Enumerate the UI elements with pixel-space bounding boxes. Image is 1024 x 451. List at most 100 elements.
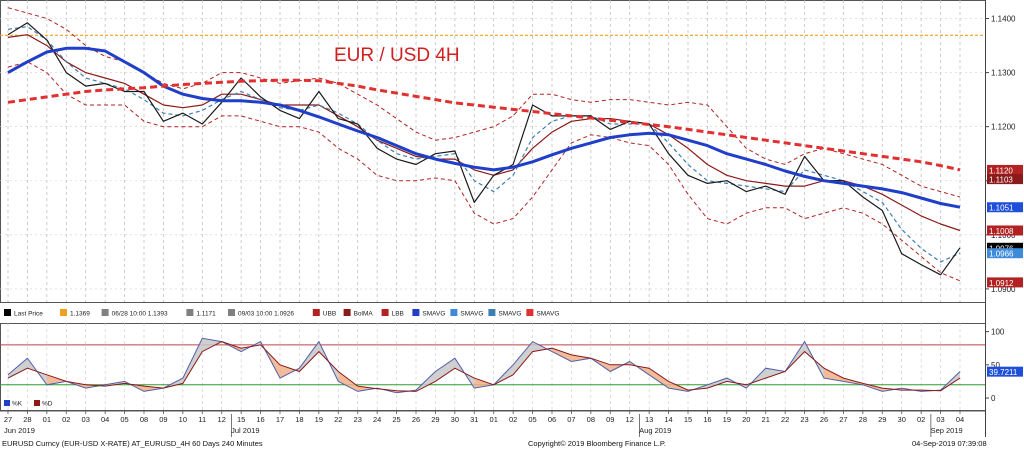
x-tick-label: 16: [703, 415, 711, 424]
x-tick-label: 23: [800, 415, 808, 424]
y-tick-label: 1.0900: [991, 285, 1016, 294]
x-tick-label: 29: [431, 415, 439, 424]
x-tick-label: 15: [684, 415, 692, 424]
x-tick-label: 09: [159, 415, 167, 424]
x-tick-label: 31: [470, 415, 478, 424]
legend-label: SMAVG: [536, 311, 559, 318]
x-tick-label: 10: [179, 415, 187, 424]
osc-value-tag: [987, 366, 1023, 377]
x-tick-label: 04: [956, 415, 964, 424]
x-tick-label: 24: [373, 415, 381, 424]
x-tick-label: 06: [548, 415, 556, 424]
x-tick-label: 05: [120, 415, 128, 424]
x-tick-label: 09: [606, 415, 614, 424]
osc-fill: [707, 378, 727, 389]
series-smavg-medium: [7, 46, 961, 209]
legend-swatch: [488, 309, 496, 316]
chart-svg: 1.14001.13001.12001.11001.10001.0900EUR …: [0, 0, 1024, 438]
x-tick-label: 01: [43, 415, 51, 424]
x-tick-label: 08: [587, 415, 595, 424]
y-tick-label: 1.1400: [991, 15, 1016, 24]
footer-timestamp: 04-Sep-2019 07:39:08: [912, 439, 987, 448]
x-tick-label: 26: [412, 415, 420, 424]
legend-label: Last Price: [14, 311, 43, 318]
osc-y-tick-label: 0: [991, 394, 996, 403]
x-tick-label: 14: [664, 415, 672, 424]
x-tick-label: 21: [762, 415, 770, 424]
x-tick-label: 08: [140, 415, 148, 424]
x-tick-label: 17: [276, 415, 284, 424]
osc-fill: [824, 368, 844, 382]
x-tick-label: 19: [315, 415, 323, 424]
legend-label: SMAVG: [460, 311, 483, 318]
osc-fill: [182, 338, 203, 384]
x-tick-label: 02: [509, 415, 517, 424]
x-tick-label: 29: [878, 415, 886, 424]
x-tick-label: 22: [781, 415, 789, 424]
legend-swatch: [526, 309, 534, 316]
osc-fill: [513, 341, 533, 375]
x-tick-label: 03: [82, 415, 90, 424]
series-bolma: [7, 34, 961, 232]
osc-legend-swatch: [34, 400, 40, 406]
osc-fill: [280, 364, 300, 379]
osc-value-tag-label: 39.7211: [989, 368, 1018, 377]
legend-swatch: [186, 309, 194, 316]
osc-fill: [338, 371, 358, 392]
x-tick-label: 11: [198, 415, 206, 424]
x-tick-label: 26: [820, 415, 828, 424]
osc-legend-swatch: [4, 400, 10, 406]
price-tag-label: 1.1051: [989, 204, 1014, 213]
x-tick-label: 13: [645, 415, 653, 424]
legend-label: 06/28 10:00 1.1393: [112, 311, 168, 318]
legend-label: BolMA: [354, 311, 374, 318]
y-tick-label: 1.1300: [991, 69, 1016, 78]
osc-fill: [571, 354, 591, 362]
x-tick-label: 25: [392, 415, 400, 424]
legend-swatch: [60, 309, 67, 316]
legend-swatch: [381, 309, 389, 316]
osc-fill: [8, 358, 28, 379]
series-last-price: [7, 22, 961, 276]
legend-label: 09/03 10:00 1.0926: [238, 311, 294, 318]
x-tick-label: 28: [859, 415, 867, 424]
x-tick-label: 07: [567, 415, 575, 424]
x-tick-label: 18: [295, 415, 303, 424]
legend-swatch: [450, 309, 458, 316]
legend-label: UBB: [323, 311, 336, 318]
x-tick-label: 20: [742, 415, 750, 424]
x-tick-label: 03: [936, 415, 944, 424]
osc-fill: [435, 358, 455, 382]
x-tick-label: 30: [898, 415, 906, 424]
osc-legend-label: %K: [12, 401, 23, 408]
legend-swatch: [228, 309, 235, 316]
price-tag-label: 1.1008: [989, 227, 1014, 236]
osc-fill: [202, 338, 222, 352]
x-tick-label: 27: [4, 415, 12, 424]
legend-swatch: [412, 309, 420, 316]
osc-y-tick-label: 100: [991, 328, 1005, 337]
price-tag: [987, 277, 1023, 288]
price-tag: [987, 202, 1023, 213]
legend-label: SMAVG: [498, 311, 521, 318]
price-tag: [987, 242, 1023, 253]
x-tick-label: 27: [839, 415, 847, 424]
osc-legend-label: %D: [42, 401, 53, 408]
osc-series-d: [7, 341, 961, 392]
x-tick-label: 05: [528, 415, 536, 424]
legend-swatch: [4, 309, 11, 316]
x-tick-label: 15: [237, 415, 245, 424]
x-tick-label: 12: [626, 415, 634, 424]
series-upper-band: [7, 7, 961, 198]
x-tick-label: 02: [62, 415, 70, 424]
osc-series-k: [7, 337, 961, 394]
legend-swatch: [343, 309, 351, 316]
x-tick-label: 28: [23, 415, 31, 424]
chart-title: EUR / USD 4H: [334, 45, 460, 66]
legend-label: LBB: [392, 311, 404, 318]
x-tick-label: 23: [354, 415, 362, 424]
footer-bar: EURUSD Curncy (EUR-USD X-RATE) AT_EURUSD…: [0, 438, 1024, 451]
x-tick-label: 16: [256, 415, 264, 424]
price-tag: [987, 225, 1023, 236]
month-label: Sep 2019: [931, 426, 963, 435]
